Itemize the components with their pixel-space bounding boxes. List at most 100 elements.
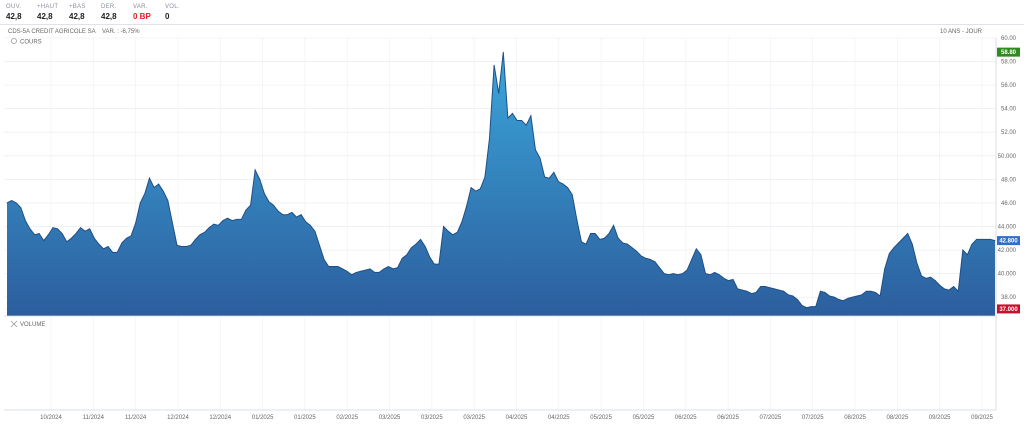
price-point [833,296,835,298]
price-point [470,187,472,189]
x-tick-label: 03/2025 [463,415,485,421]
price-point [66,241,68,243]
price-point [512,112,513,114]
price-point [911,243,913,245]
price-point [728,280,729,282]
price-point [939,284,941,286]
price-point [787,294,789,296]
price-point [594,233,596,234]
price-point [383,268,385,270]
price-point [585,243,587,245]
price-line [6,52,996,309]
price-point [305,221,307,223]
price-point [29,228,31,230]
x-axis: 10/2024 11/2024 11/2024 12/2024 12/2024 01/20… [4,409,996,421]
price-point [195,239,196,240]
price-point [778,289,780,291]
stat-high-label: +HAUT [37,4,59,10]
price-point [921,275,922,277]
price-point [842,300,844,302]
y-tick-label: 58.00 [1001,60,1017,66]
price-point [925,277,927,279]
price-point [581,241,582,243]
price-point [139,202,141,204]
price-point [309,224,311,226]
price-point [571,194,573,196]
x-tick-label: 03/2025 [379,415,401,421]
y-tick-label: 54.00 [1001,107,1017,113]
price-point [723,277,725,279]
price-point [976,239,978,240]
x-tick-label: 06/2025 [717,415,739,421]
price-point [741,289,743,291]
price-point [760,286,762,287]
period-selector[interactable]: 10 ANS - JOUR [940,29,983,35]
price-point [829,295,830,297]
price-point [815,306,817,307]
price-point [126,237,127,239]
price-point [865,290,867,292]
price-point [852,296,853,298]
price-point [116,251,118,253]
cours-legend-label[interactable]: COURS [20,40,42,46]
price-point [429,256,431,258]
price-area [7,52,995,316]
price-point [502,51,504,53]
price-point [374,272,376,273]
price-point [332,266,334,267]
price-point [181,246,183,247]
price-point [204,231,206,233]
price-point [659,267,660,269]
price-point [388,266,389,267]
y-tick-label: 56.00 [1001,83,1017,89]
price-point [328,266,330,267]
x-tick-label: 09/2025 [971,415,993,421]
price-point [222,220,224,221]
x-tick-label: 08/2025 [844,415,866,421]
chart-frame[interactable]: 60.00 58.00 56.00 54.00 52.00 50.000 48.00 46.0… [4,24,1020,424]
price-point [934,280,936,282]
volume-legend-icon[interactable] [10,320,18,328]
stat-volume: VOL. 0 [165,4,180,21]
quote-stats-bar: OUV. 42,8 +HAUT 42,8 +BAS 42,8 DER. 42,8… [0,0,1024,25]
price-point [479,188,481,190]
price-point [930,276,932,278]
price-point [300,214,302,216]
price-point [737,288,739,290]
price-point [466,206,467,207]
price-point [705,273,706,274]
price-point [838,299,840,300]
price-point [38,233,40,234]
price-point [80,227,81,229]
stat-volume-label: VOL. [165,4,180,10]
y-tick-label: 60.00 [1001,36,1017,42]
price-point [153,187,155,189]
price-point [245,209,247,211]
cours-legend-icon[interactable] [11,38,17,44]
price-point [259,178,261,180]
price-point [626,243,628,245]
price-point [507,117,509,119]
volume-legend-label[interactable]: VOLUME [20,322,45,328]
x-tick-label: 09/2025 [929,415,951,421]
price-point [319,244,320,246]
price-point [70,237,72,239]
price-point [631,247,633,249]
price-point [847,297,849,299]
price-chart[interactable]: 60.00 58.00 56.00 54.00 52.00 50.000 48.00 46.0… [4,24,1020,424]
x-tick-label: 04/2025 [506,415,528,421]
price-point [227,217,228,219]
price-point [806,307,807,309]
price-point [213,223,215,225]
price-point [608,233,610,234]
price-point [167,200,169,201]
price-point [769,287,771,289]
x-tick-label: 12/2024 [167,415,189,421]
price-points [6,51,996,309]
y-tick-label: 50.000 [998,154,1017,160]
price-point [797,299,798,300]
price-point [355,272,357,273]
price-point [691,259,693,260]
price-point [994,240,996,242]
price-point [397,267,398,269]
